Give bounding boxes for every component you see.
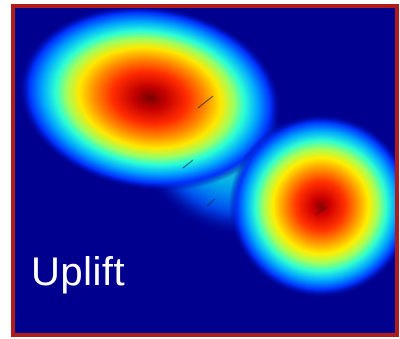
heatmap-panel: Uplift — [11, 4, 399, 337]
uplift-label: Uplift — [31, 250, 126, 294]
uplift-heatmap — [15, 8, 395, 333]
